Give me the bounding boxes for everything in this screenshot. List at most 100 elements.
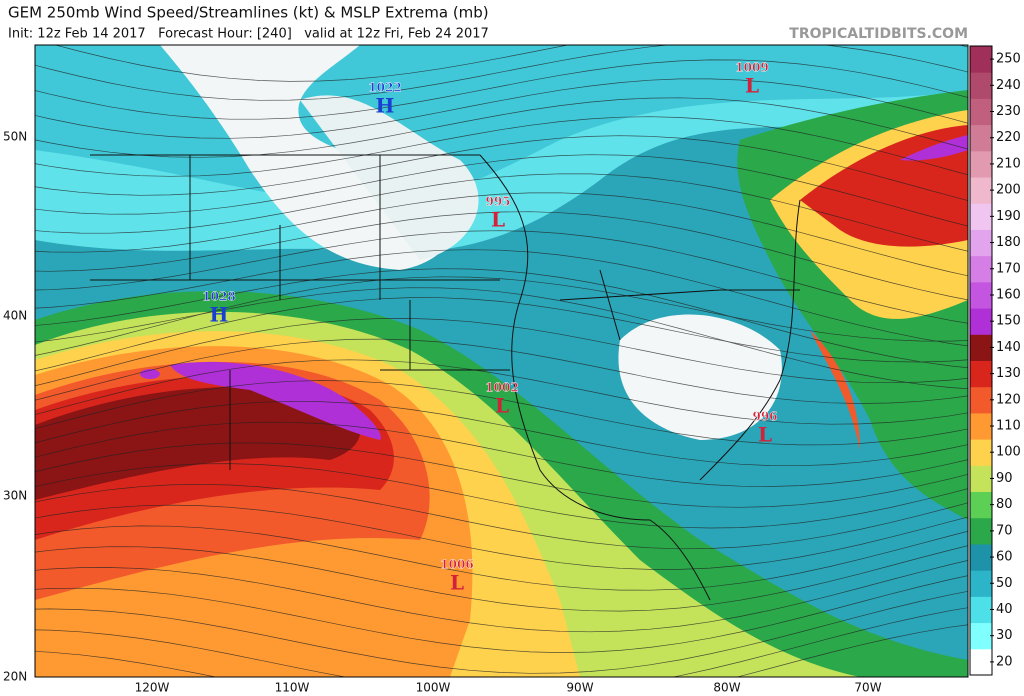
colorbar-segment: [970, 439, 992, 466]
colorbar-label: 190: [996, 209, 1021, 224]
colorbar-label: 140: [996, 340, 1021, 355]
subtitle: Init: 12z Feb 14 2017 Forecast Hour: [24…: [8, 27, 489, 42]
streamline: [35, 442, 968, 508]
colorbar-segment: [970, 46, 992, 73]
colorbar-label: 100: [996, 445, 1021, 460]
colorbar-segment: [970, 517, 992, 545]
colorbar-label: 20: [996, 654, 1013, 669]
colorbar-segment: [970, 648, 992, 676]
streamline: [35, 504, 968, 570]
colorbar-segment: [970, 360, 992, 388]
pressure-value: 1002: [485, 381, 518, 395]
lat-label: 50N: [3, 130, 27, 144]
streamline: [35, 97, 968, 158]
lat-label: 20N: [3, 670, 27, 684]
streamline: [35, 287, 968, 390]
colorbar-label: 80: [996, 497, 1013, 512]
pressure-value: 1028: [202, 290, 235, 304]
streamline: [35, 211, 968, 301]
pressure-value: 996: [752, 410, 777, 424]
pressure-center-type: L: [450, 571, 464, 595]
streamline: [35, 249, 968, 347]
lon-label: 120W: [135, 681, 170, 695]
streamline: [35, 463, 968, 529]
streamline: [35, 607, 968, 677]
pressure-value: 1009: [735, 61, 768, 75]
streamline: [35, 421, 968, 487]
pressure-center-type: H: [376, 94, 395, 118]
streamline: [35, 59, 968, 120]
colorbar-frame: [969, 45, 993, 676]
streamline: [53, 45, 968, 82]
colorbar-segment: [970, 596, 992, 624]
colorbar-label: 170: [996, 261, 1021, 276]
streamline: [35, 380, 968, 446]
colorbar-segment: [970, 334, 992, 361]
streamline: [35, 297, 968, 372]
colorbar-label: 60: [996, 550, 1013, 565]
colorbar-segment: [970, 622, 992, 650]
streamline: [35, 545, 968, 612]
pressure-center-type: L: [745, 74, 759, 98]
colorbar-label: 40: [996, 602, 1013, 617]
colorbar-label: 240: [996, 78, 1021, 93]
lon-label: 90W: [566, 681, 593, 695]
streamline: [35, 135, 968, 201]
streamline: [35, 575, 968, 653]
colorbar-segment: [970, 386, 992, 414]
streamline: [35, 268, 968, 369]
lon-label: 80W: [713, 681, 740, 695]
colorbar-segment: [970, 491, 992, 519]
colorbar-segment: [970, 203, 992, 230]
colorbar-segment: [970, 255, 992, 283]
lat-label: 40N: [3, 309, 27, 323]
colorbar-segment: [970, 543, 992, 571]
streamline: [35, 276, 968, 356]
colorbar-label: 200: [996, 183, 1021, 198]
colorbar-label: 250: [996, 52, 1021, 67]
streamline: [35, 318, 968, 387]
colorbar-label: 210: [996, 156, 1021, 171]
colorbar-label: 160: [996, 287, 1021, 302]
pressure-value: 995: [485, 195, 510, 209]
colorbar-label: 70: [996, 523, 1013, 538]
colorbar-label: 130: [996, 366, 1021, 381]
streamline: [35, 400, 968, 467]
pressure-center-type: L: [495, 394, 509, 418]
colorbar-segment: [970, 229, 992, 257]
pressure-value: 1006: [440, 558, 473, 572]
wind-field: [35, 45, 968, 677]
lon-label: 100W: [416, 681, 451, 695]
lat-label: 30N: [3, 489, 27, 503]
streamline: [35, 192, 968, 277]
colorbar-segment: [970, 150, 992, 178]
colorbar-label: 110: [996, 419, 1021, 434]
colorbar-segment: [970, 177, 992, 204]
streamline: [35, 624, 968, 677]
watermark: TROPICALTIDBITS.COM: [789, 26, 968, 42]
colorbar-segment: [970, 72, 992, 99]
streamline: [35, 230, 968, 324]
streamline: [35, 590, 968, 674]
colorbar-segment: [970, 465, 992, 493]
pressure-center-type: H: [210, 303, 229, 327]
colorbar-segment: [970, 570, 992, 597]
colorbar-segment: [970, 124, 992, 152]
colorbar-label: 50: [996, 576, 1013, 591]
colorbar-label: 120: [996, 392, 1021, 407]
colorbar-segment: [970, 281, 992, 309]
streamline: [35, 116, 968, 177]
colorbar-label: 220: [996, 130, 1021, 145]
colorbar-label: 150: [996, 314, 1021, 329]
pressure-value: 1022: [368, 81, 401, 95]
lon-label: 70W: [854, 681, 881, 695]
streamline: [35, 483, 968, 550]
colorbar-segment: [970, 98, 992, 126]
streamline: [35, 154, 968, 227]
streamline: [35, 78, 968, 139]
pressure-center-type: L: [758, 423, 772, 447]
streamline: [35, 525, 968, 591]
lon-label: 110W: [275, 681, 310, 695]
